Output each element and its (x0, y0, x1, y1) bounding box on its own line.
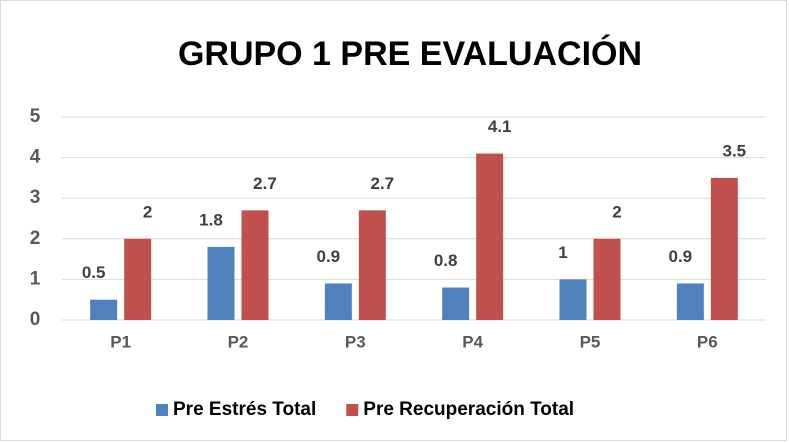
y-tick-label: 4 (30, 147, 41, 168)
bar (358, 210, 386, 320)
value-label: 0.9 (317, 247, 341, 266)
x-tick-label: P2 (228, 332, 249, 351)
bar (710, 177, 738, 320)
bar (593, 238, 621, 320)
value-label: 1.8 (199, 210, 223, 229)
y-tick-label: 0 (30, 309, 41, 330)
bar (207, 246, 235, 320)
x-tick-label: P3 (345, 332, 366, 351)
x-tick-label: P4 (462, 332, 483, 351)
value-label: 0.8 (434, 251, 458, 270)
y-tick-label: 2 (30, 228, 41, 249)
value-label: 3.5 (723, 141, 747, 160)
value-label: 4.1 (488, 117, 512, 136)
bar (324, 283, 352, 320)
legend-swatch (346, 404, 359, 416)
bar (241, 210, 269, 320)
y-tick-label: 3 (30, 187, 41, 208)
x-tick-label: P6 (697, 332, 718, 351)
x-tick-label: P1 (110, 332, 131, 351)
y-tick-label: 5 (30, 106, 41, 127)
y-tick-label: 1 (30, 268, 41, 289)
legend-label: Pre Recuperación Total (363, 399, 574, 420)
bar (442, 287, 470, 320)
value-label: 2 (612, 202, 621, 221)
bar (559, 279, 587, 320)
value-label: 2.7 (253, 174, 277, 193)
bar (476, 153, 504, 320)
x-tick-label: P5 (580, 332, 601, 351)
value-label: 1 (558, 243, 567, 262)
value-label: 2 (143, 202, 152, 221)
value-label: 0.9 (669, 247, 693, 266)
bar (124, 238, 152, 320)
bar (676, 283, 704, 320)
value-label: 0.5 (82, 263, 106, 282)
bar (90, 299, 118, 320)
chart-title: GRUPO 1 PRE EVALUACIÓN (178, 35, 642, 73)
legend-label: Pre Estrés Total (173, 399, 316, 420)
value-label: 2.7 (371, 174, 395, 193)
legend-swatch (156, 404, 168, 416)
